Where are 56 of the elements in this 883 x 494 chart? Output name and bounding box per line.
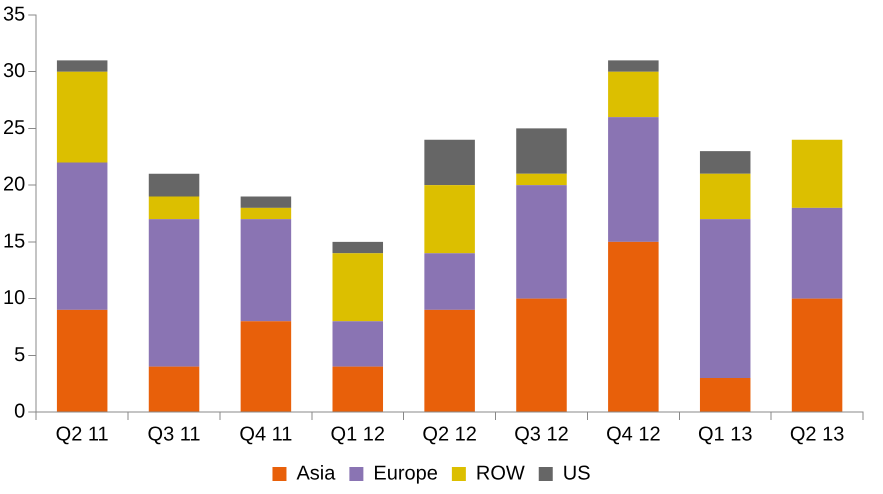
bar <box>240 196 292 208</box>
bar <box>56 60 108 72</box>
bar <box>516 174 567 186</box>
y-tick-label: 5 <box>14 344 26 366</box>
bar <box>424 140 475 186</box>
bar <box>56 310 108 412</box>
y-tick-label: 10 <box>2 287 26 310</box>
x-tick-label: Q4 12 <box>606 424 661 446</box>
y-tick-label: 35 <box>2 4 26 26</box>
bar <box>700 219 750 378</box>
x-tick-label: Q2 13 <box>790 424 844 446</box>
x-tick-label: Q2 11 <box>56 424 109 446</box>
bar <box>700 151 750 174</box>
bar <box>332 242 384 254</box>
y-tick-label: 30 <box>2 60 26 82</box>
bar <box>424 185 475 254</box>
legend-label: ROW <box>476 462 525 485</box>
bar <box>332 253 384 322</box>
bar <box>424 253 475 310</box>
x-tick-label: Q1 13 <box>698 424 752 446</box>
bar <box>56 72 108 162</box>
bar <box>148 196 200 220</box>
y-tick-label: 15 <box>2 230 26 252</box>
x-tick-label: Q2 12 <box>422 424 477 446</box>
bar <box>516 298 567 412</box>
bar <box>608 242 659 412</box>
bar <box>424 310 475 412</box>
bar <box>516 128 567 174</box>
bar <box>608 117 659 242</box>
bar <box>700 378 750 412</box>
bar <box>56 162 108 310</box>
bar <box>240 208 292 220</box>
bar <box>792 298 842 412</box>
bar <box>332 366 384 412</box>
bar <box>240 219 292 322</box>
x-tick-label: Q3 11 <box>148 424 201 446</box>
y-tick-label: 20 <box>2 174 26 196</box>
y-tick-label: 25 <box>2 116 26 139</box>
bar <box>148 174 200 196</box>
bar <box>608 60 659 72</box>
bar <box>792 208 842 299</box>
x-tick-label: Q1 12 <box>330 424 386 446</box>
bar <box>516 185 567 299</box>
bar <box>700 174 750 220</box>
x-tick-label: Q4 11 <box>239 424 292 446</box>
legend-label: Europe <box>373 462 438 485</box>
x-tick-label: Q3 12 <box>514 424 569 446</box>
bar <box>148 219 200 367</box>
legend-label: Asia <box>296 462 336 485</box>
legend-label: US <box>562 462 591 485</box>
bar <box>148 366 200 412</box>
bar <box>332 321 384 367</box>
y-tick-label: 0 <box>14 400 26 423</box>
bar <box>608 72 659 118</box>
bar <box>240 321 292 412</box>
bar <box>792 140 842 208</box>
